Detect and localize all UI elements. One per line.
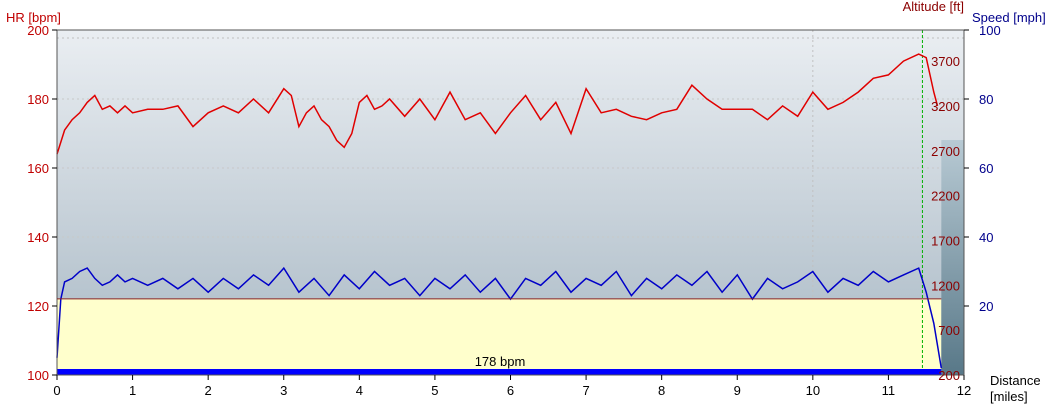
y-hr-tick-label: 100	[27, 368, 49, 383]
y-axis-speed-label: Speed [mph]	[972, 10, 1046, 25]
x-axis-label: Distance	[990, 373, 1041, 388]
x-tick-label: 4	[356, 383, 363, 398]
y-altitude-tick-label: 700	[938, 323, 960, 338]
hr-bar	[57, 369, 942, 375]
y-hr-tick-label: 200	[27, 23, 49, 38]
hr-bar-annotation: 178 bpm	[475, 354, 526, 369]
x-tick-label: 0	[53, 383, 60, 398]
x-tick-label: 11	[882, 383, 896, 398]
y-altitude-tick-label: 2700	[931, 144, 960, 159]
y-altitude-tick-label: 200	[938, 368, 960, 383]
x-tick-label: 2	[205, 383, 212, 398]
y-hr-tick-label: 120	[27, 299, 49, 314]
y-altitude-tick-label: 1700	[931, 234, 960, 249]
y-axis-hr-label: HR [bpm]	[6, 10, 61, 25]
y-altitude-tick-label: 3700	[931, 54, 960, 69]
x-tick-label: 8	[658, 383, 665, 398]
x-tick-label: 12	[957, 383, 971, 398]
x-tick-label: 6	[507, 383, 514, 398]
x-tick-label: 5	[431, 383, 438, 398]
x-tick-label: 1	[129, 383, 136, 398]
x-axis-unit: [miles]	[990, 389, 1028, 404]
y-hr-tick-label: 160	[27, 161, 49, 176]
y-speed-tick-label: 40	[979, 230, 993, 245]
x-tick-label: 3	[280, 383, 287, 398]
y-altitude-tick-label: 1200	[931, 278, 960, 293]
x-tick-label: 7	[582, 383, 589, 398]
y-speed-tick-label: 20	[979, 299, 993, 314]
y-altitude-tick-label: 2200	[931, 189, 960, 204]
y-speed-tick-label: 100	[979, 23, 1001, 38]
series-speed-line	[56, 266, 943, 369]
y-speed-tick-label: 80	[979, 92, 993, 107]
x-tick-label: 9	[734, 383, 741, 398]
series-hr-line	[56, 53, 939, 155]
y-axis-altitude-label: Altitude [ft]	[903, 0, 964, 14]
x-tick-label: 10	[806, 383, 820, 398]
selection-range[interactable]	[941, 140, 964, 375]
y-hr-tick-label: 180	[27, 92, 49, 107]
y-altitude-tick-label: 3200	[931, 99, 960, 114]
y-hr-tick-label: 140	[27, 230, 49, 245]
altitude-area	[57, 298, 942, 375]
y-speed-tick-label: 60	[979, 161, 993, 176]
